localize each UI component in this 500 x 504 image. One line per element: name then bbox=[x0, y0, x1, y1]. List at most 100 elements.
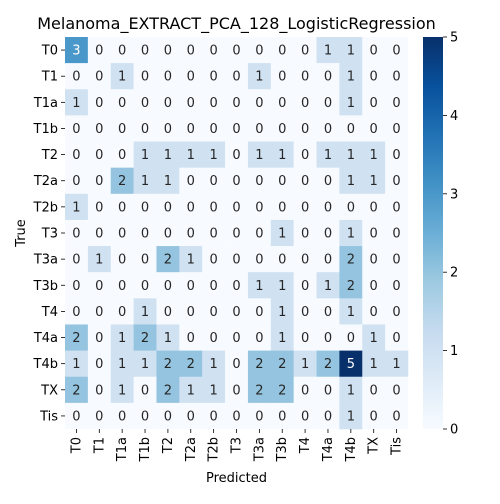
heatmap-cell bbox=[339, 141, 363, 168]
x-tick-label: T3a bbox=[252, 437, 267, 462]
cell-value-label: 0 bbox=[141, 383, 149, 398]
y-tick-label: T1b bbox=[33, 122, 58, 137]
cell-value-label: 0 bbox=[209, 409, 217, 424]
cell-value-label: 1 bbox=[187, 148, 195, 163]
cell-value-label: 0 bbox=[232, 148, 240, 163]
cell-value-label: 0 bbox=[187, 409, 195, 424]
cell-value-label: 0 bbox=[370, 409, 378, 424]
heatmap-cell bbox=[385, 402, 409, 430]
cell-value-label: 2 bbox=[118, 174, 126, 189]
heatmap-cell bbox=[87, 298, 112, 325]
heatmap-cell bbox=[179, 402, 203, 430]
x-tick-label: T4a bbox=[321, 437, 336, 462]
heatmap-cell bbox=[293, 246, 317, 273]
cell-value-label: 0 bbox=[118, 200, 126, 215]
cell-value-label: 0 bbox=[95, 357, 103, 372]
cell-value-label: 0 bbox=[95, 227, 103, 242]
cell-value-label: 0 bbox=[278, 96, 286, 111]
heatmap-cell bbox=[316, 298, 340, 325]
heatmap-cell bbox=[247, 63, 272, 90]
cell-value-label: 0 bbox=[255, 409, 263, 424]
heatmap-cell bbox=[293, 272, 317, 299]
cell-value-label: 0 bbox=[209, 200, 217, 215]
heatmap-cell bbox=[65, 89, 89, 116]
x-tick-label: T2a bbox=[184, 437, 199, 462]
cell-value-label: 0 bbox=[324, 227, 332, 242]
y-axis-label: True bbox=[14, 219, 29, 248]
cell-value-label: 1 bbox=[95, 253, 103, 268]
cell-value-label: 0 bbox=[164, 409, 172, 424]
x-tick-label: T1a bbox=[115, 437, 130, 462]
cell-value-label: 0 bbox=[324, 383, 332, 398]
cell-value-label: 0 bbox=[209, 122, 217, 137]
cell-value-label: 0 bbox=[72, 174, 80, 189]
cell-value-label: 0 bbox=[324, 331, 332, 346]
cell-value-label: 0 bbox=[232, 253, 240, 268]
heatmap-cell bbox=[385, 324, 409, 351]
heatmap-cell bbox=[316, 193, 340, 221]
heatmap-cell bbox=[339, 272, 363, 299]
heatmap-cell bbox=[385, 37, 409, 64]
heatmap-cell bbox=[362, 324, 386, 351]
cell-value-label: 0 bbox=[301, 70, 309, 85]
heatmap-cell bbox=[156, 89, 180, 116]
cell-value-label: 1 bbox=[324, 44, 332, 59]
cell-value-label: 1 bbox=[347, 383, 355, 398]
cell-value-label: 0 bbox=[164, 200, 172, 215]
heatmap-cell bbox=[179, 141, 203, 168]
cell-value-label: 0 bbox=[392, 331, 400, 346]
heatmap-cell bbox=[156, 402, 180, 430]
heatmap-cell bbox=[179, 298, 203, 325]
cell-value-label: 0 bbox=[392, 148, 400, 163]
y-tick-label: T2b bbox=[33, 200, 58, 215]
cell-value-label: 0 bbox=[164, 44, 172, 59]
heatmap-cell bbox=[133, 272, 157, 299]
cell-value-label: 1 bbox=[278, 148, 286, 163]
heatmap-cell bbox=[385, 141, 409, 168]
heatmap-cell bbox=[225, 63, 249, 90]
cell-value-label: 0 bbox=[118, 279, 126, 294]
cell-value-label: 0 bbox=[301, 200, 309, 215]
cell-value-label: 0 bbox=[209, 279, 217, 294]
colorbar-tick-label: 1 bbox=[450, 344, 458, 359]
cell-value-label: 1 bbox=[370, 357, 378, 372]
cell-value-label: 0 bbox=[187, 305, 195, 320]
cell-value-label: 0 bbox=[209, 305, 217, 320]
x-tick-label: T1 bbox=[92, 437, 107, 454]
heatmap-cell bbox=[133, 376, 157, 404]
heatmap-cell bbox=[362, 37, 386, 64]
heatmap-cell bbox=[110, 37, 134, 64]
heatmap-cell bbox=[110, 376, 134, 404]
heatmap-cell bbox=[156, 219, 180, 247]
cell-value-label: 0 bbox=[187, 96, 195, 111]
cell-value-label: 0 bbox=[118, 44, 126, 59]
cell-value-label: 0 bbox=[232, 331, 240, 346]
heatmap-cell bbox=[156, 115, 180, 142]
heatmap-cell-labels: 3 0 0 0 0 0 0 0 0 0 0 1 1 0 00 0 1 0 0 0 0 0 1 0 0 0 1 0 01 0 0 0 0 0 0 0 0 0… bbox=[72, 44, 400, 425]
heatmap-cell bbox=[110, 272, 134, 299]
heatmap-cell bbox=[293, 350, 317, 378]
heatmap-cell bbox=[270, 350, 294, 378]
cell-value-label: 0 bbox=[232, 122, 240, 137]
cell-value-label: 0 bbox=[370, 253, 378, 268]
cell-value-label: 0 bbox=[232, 200, 240, 215]
y-tick-label: T4 bbox=[41, 305, 58, 320]
heatmap-cell bbox=[270, 37, 294, 64]
heatmap-cell bbox=[316, 89, 340, 116]
cell-value-label: 1 bbox=[347, 174, 355, 189]
cell-value-label: 0 bbox=[255, 331, 263, 346]
y-tick-label: T3b bbox=[33, 279, 58, 294]
cell-value-label: 2 bbox=[255, 383, 263, 398]
cell-value-label: 0 bbox=[72, 409, 80, 424]
cell-value-label: 0 bbox=[301, 96, 309, 111]
cell-value-label: 1 bbox=[209, 148, 217, 163]
heatmap-cell bbox=[270, 167, 294, 195]
heatmap-cell bbox=[87, 272, 112, 299]
y-tick-label: T2a bbox=[33, 174, 58, 189]
heatmap-cell bbox=[385, 193, 409, 221]
heatmap-cell bbox=[156, 272, 180, 299]
heatmap-cell bbox=[270, 193, 294, 221]
heatmap-cell bbox=[225, 141, 249, 168]
heatmap-cell bbox=[339, 63, 363, 90]
